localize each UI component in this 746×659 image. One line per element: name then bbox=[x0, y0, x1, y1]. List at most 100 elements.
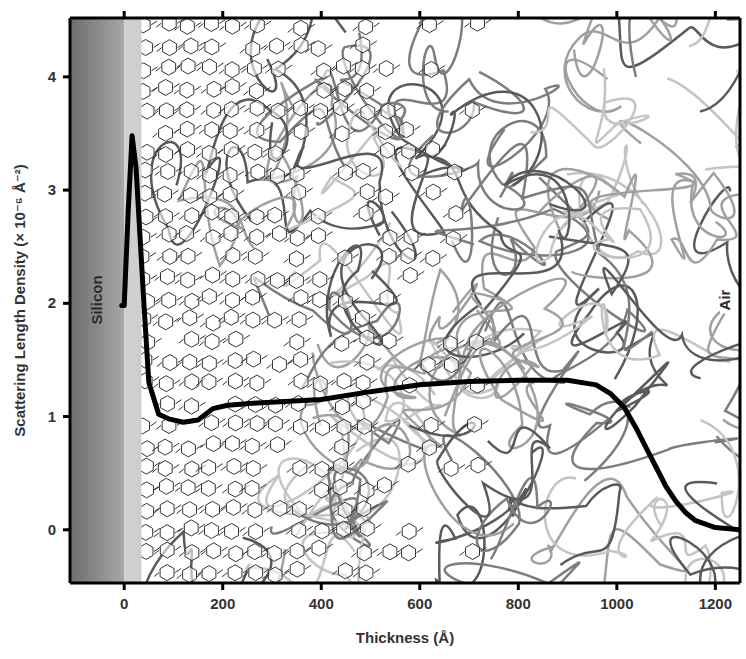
ring bbox=[404, 229, 418, 245]
bond bbox=[177, 296, 183, 300]
chain bbox=[388, 84, 462, 235]
bond bbox=[217, 570, 223, 574]
bond bbox=[333, 173, 338, 177]
bond bbox=[241, 252, 247, 256]
ring bbox=[182, 441, 196, 457]
bond bbox=[288, 359, 293, 363]
y-tick-label: 0 bbox=[48, 521, 56, 538]
bond bbox=[174, 482, 180, 486]
chain bbox=[293, 468, 387, 538]
bond bbox=[392, 481, 398, 485]
bond bbox=[244, 217, 249, 221]
bond bbox=[200, 238, 205, 242]
bond bbox=[239, 488, 244, 492]
bond bbox=[395, 294, 401, 298]
ring bbox=[315, 482, 329, 498]
ring bbox=[400, 122, 414, 138]
bond bbox=[354, 192, 359, 196]
x-tick-top bbox=[615, 11, 618, 18]
bond bbox=[264, 281, 269, 285]
bond bbox=[156, 23, 161, 27]
ring bbox=[383, 544, 397, 560]
x-tick bbox=[418, 583, 421, 590]
ring bbox=[162, 59, 176, 75]
ring bbox=[449, 206, 463, 222]
ring bbox=[161, 396, 175, 412]
bond bbox=[196, 153, 201, 157]
ring bbox=[311, 208, 325, 224]
bond bbox=[354, 338, 359, 342]
bond bbox=[151, 21, 157, 25]
ring bbox=[336, 399, 350, 415]
bond bbox=[309, 128, 315, 132]
bond bbox=[153, 322, 158, 326]
ring bbox=[311, 41, 325, 57]
chain bbox=[151, 100, 287, 245]
bond bbox=[482, 420, 488, 424]
bond bbox=[157, 363, 162, 367]
bond bbox=[175, 546, 181, 550]
ring bbox=[294, 290, 308, 306]
bond bbox=[217, 378, 223, 382]
bond bbox=[265, 87, 271, 91]
bond bbox=[195, 106, 201, 110]
bond bbox=[419, 233, 425, 237]
bond bbox=[441, 254, 447, 258]
bond bbox=[195, 86, 201, 90]
bond bbox=[217, 175, 222, 179]
bond bbox=[375, 358, 381, 362]
x-tick-top bbox=[517, 11, 520, 18]
bond bbox=[218, 149, 223, 153]
bond bbox=[351, 426, 356, 430]
ring bbox=[290, 166, 304, 182]
ring bbox=[203, 167, 217, 183]
ring bbox=[226, 18, 240, 34]
bond bbox=[331, 427, 336, 431]
bond bbox=[265, 379, 271, 383]
bond bbox=[195, 230, 201, 234]
ring bbox=[246, 41, 260, 57]
bond bbox=[175, 150, 180, 154]
y-axis-title: Scattering Length Density (× 10⁻⁶ Å⁻²) bbox=[11, 164, 28, 436]
ring bbox=[184, 163, 198, 179]
ring bbox=[246, 461, 260, 477]
ring bbox=[359, 565, 373, 581]
bond bbox=[458, 340, 464, 344]
bond bbox=[219, 70, 224, 74]
bond bbox=[288, 298, 293, 302]
ring bbox=[471, 457, 485, 473]
ring bbox=[251, 164, 265, 180]
ring bbox=[226, 499, 240, 515]
y-tick-label: 1 bbox=[48, 408, 56, 425]
ring bbox=[160, 565, 174, 581]
bond bbox=[196, 574, 201, 578]
bond bbox=[265, 445, 270, 449]
bond bbox=[200, 444, 205, 448]
bond bbox=[307, 505, 313, 509]
bond bbox=[284, 420, 290, 424]
frame-bottom bbox=[70, 582, 740, 585]
bond bbox=[286, 192, 291, 196]
bond bbox=[284, 569, 289, 573]
bond bbox=[153, 377, 159, 381]
bond bbox=[240, 83, 246, 87]
bond bbox=[244, 237, 249, 241]
bond bbox=[244, 91, 249, 95]
bond bbox=[265, 233, 271, 237]
bond bbox=[284, 551, 289, 555]
bond bbox=[460, 551, 465, 555]
bond bbox=[376, 341, 381, 345]
bond bbox=[260, 442, 266, 446]
bond bbox=[154, 277, 159, 281]
bond bbox=[262, 575, 267, 579]
ring bbox=[202, 460, 216, 476]
bond bbox=[262, 355, 268, 359]
chain bbox=[629, 18, 734, 77]
bond bbox=[198, 531, 203, 535]
bond bbox=[174, 110, 179, 114]
ring bbox=[203, 59, 217, 75]
bond bbox=[179, 216, 184, 220]
bond bbox=[283, 211, 289, 215]
ring bbox=[140, 503, 154, 519]
ring bbox=[246, 289, 260, 305]
